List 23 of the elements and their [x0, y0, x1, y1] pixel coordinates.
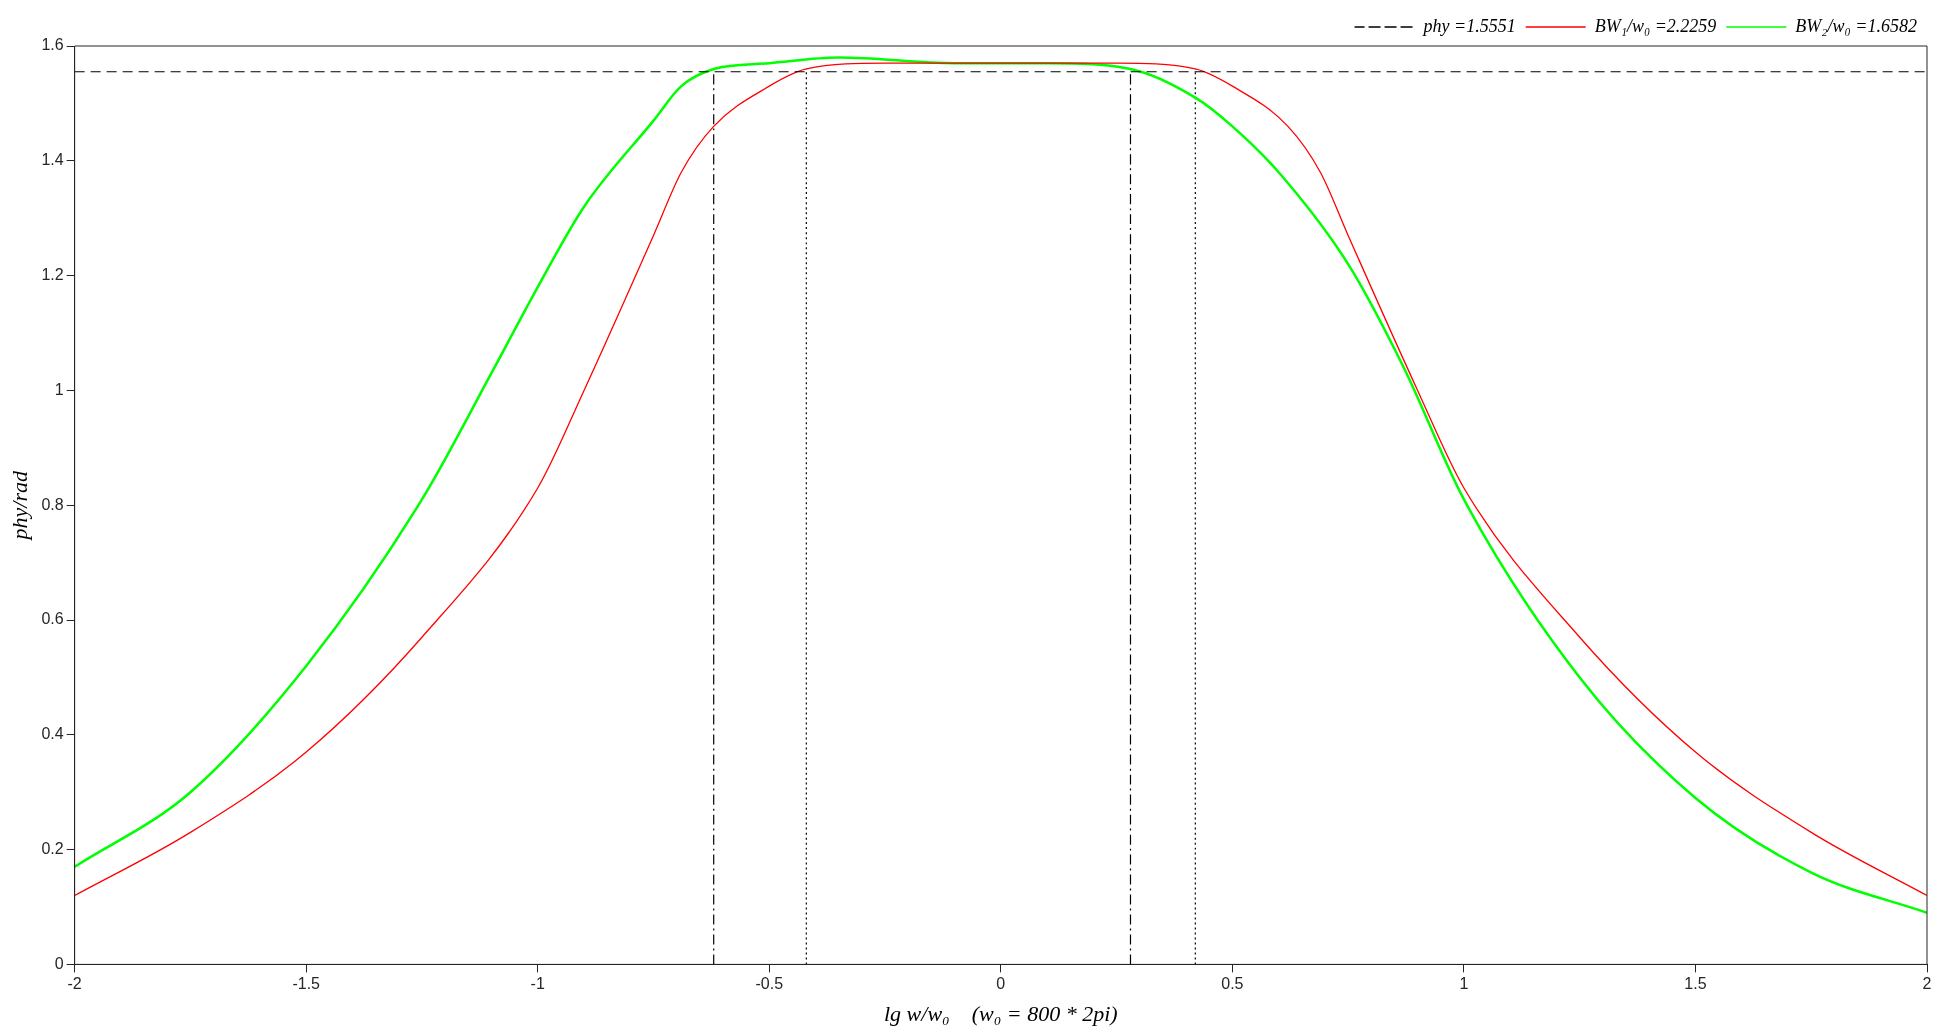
y-tick-label: 1.4	[41, 151, 64, 169]
x-tick-label: 1	[1459, 975, 1469, 993]
legend-label: phy =1.5551	[1421, 15, 1516, 36]
x-tick-label: -1.5	[292, 975, 321, 993]
legend-label: BW₂/w₀ =1.6582	[1795, 15, 1918, 36]
y-axis-title: phy/rad	[6, 469, 32, 542]
y-tick-label: 0.8	[41, 495, 64, 513]
y-tick-label: 0	[54, 954, 64, 972]
x-tick-label: -0.5	[755, 975, 784, 993]
y-tick-label: 1.2	[41, 266, 64, 284]
y-tick-label: 0.4	[41, 725, 64, 743]
y-tick-label: 0.2	[41, 840, 64, 858]
x-tick-label: 2	[1922, 975, 1932, 993]
x-tick-label: -1	[530, 975, 545, 993]
x-tick-label: 0.5	[1221, 975, 1244, 993]
x-tick-label: 0	[996, 975, 1006, 993]
y-tick-label: 0.6	[41, 610, 64, 628]
x-axis-title: lg w/w₀ (w₀ = 800 * 2pi)	[883, 1000, 1118, 1026]
y-tick-label: 1	[54, 380, 64, 398]
y-tick-label: 1.6	[41, 36, 64, 54]
x-tick-label: -2	[67, 975, 82, 993]
x-tick-label: 1.5	[1684, 975, 1707, 993]
legend-label: BW₁/w₀ =2.2259	[1594, 15, 1717, 36]
